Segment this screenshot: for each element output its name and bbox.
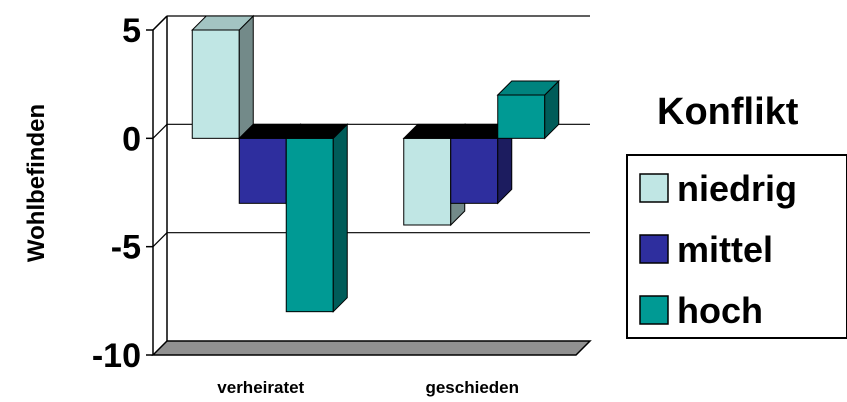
bar-top <box>191 15 255 31</box>
bar-front <box>238 137 287 204</box>
y-axis-title: Wohlbefinden <box>23 104 50 262</box>
y-axis-ticks: 5 0 -5 -10 <box>92 12 153 375</box>
bars <box>191 14 560 313</box>
legend-label: hoch <box>677 290 763 331</box>
y-tick-label: 0 <box>122 120 141 158</box>
gridline-depth <box>152 123 168 139</box>
plot-walls <box>151 15 592 356</box>
bar-niedrig-verheiratet <box>191 14 255 140</box>
y-tick-label: -5 <box>111 229 141 267</box>
bar-front <box>403 137 452 226</box>
legend-swatch <box>639 234 669 264</box>
x-category-label: verheiratet <box>217 378 304 397</box>
legend-items: niedrig mittel hoch <box>639 168 797 331</box>
back-wall <box>167 16 590 341</box>
gridline-depth <box>152 232 168 248</box>
bar-mittel-geschieden <box>449 123 513 205</box>
legend-label: niedrig <box>677 168 797 209</box>
bar-top <box>496 80 560 96</box>
legend-label: mittel <box>677 229 773 270</box>
bar-front <box>191 29 240 139</box>
legend-swatch <box>639 295 669 325</box>
y-tick-label: -10 <box>92 337 141 375</box>
bar-side <box>238 14 254 140</box>
bar-top <box>285 123 349 139</box>
bar-front <box>285 137 334 313</box>
gridline-depth <box>152 15 168 31</box>
legend: Konflikt niedrig mittel hoch <box>626 91 847 339</box>
x-category-label: geschieden <box>425 378 519 397</box>
bar-hoch-geschieden <box>496 79 560 140</box>
legend-title: Konflikt <box>657 91 799 133</box>
legend-swatch <box>639 173 669 203</box>
x-axis-categories: verheiratet geschieden <box>217 378 519 397</box>
bar-side <box>332 123 348 313</box>
floor <box>151 340 592 356</box>
bar-hoch-verheiratet <box>285 123 349 313</box>
y-tick-label: 5 <box>122 12 141 50</box>
bar-front <box>497 94 546 139</box>
bar-front <box>450 137 499 204</box>
